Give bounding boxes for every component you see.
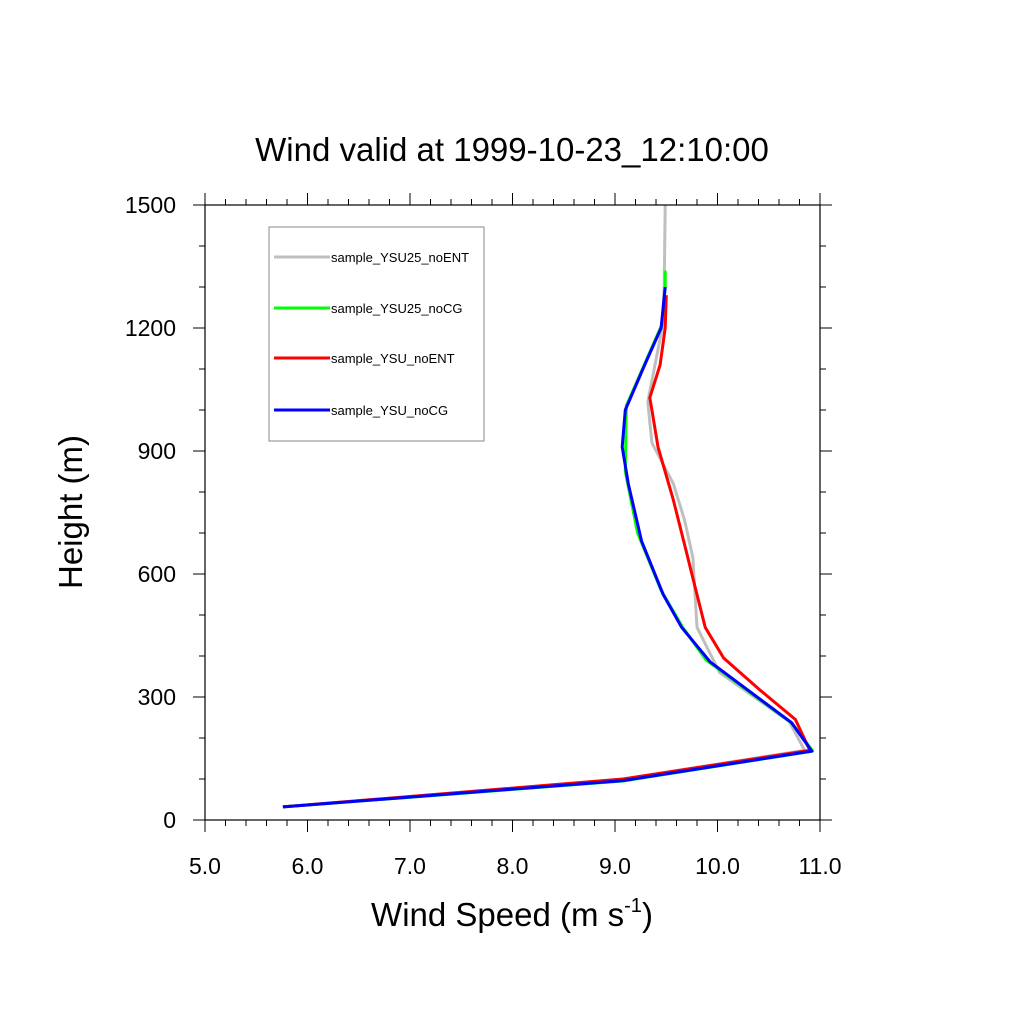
y-tick-label: 1500	[125, 192, 176, 218]
x-tick-label: 7.0	[394, 853, 426, 879]
x-axis-label: Wind Speed (m s-1)	[371, 895, 653, 933]
y-tick-label: 1200	[125, 315, 176, 341]
x-tick-label: 6.0	[292, 853, 324, 879]
series-line-sample_YSU25_noENT	[282, 204, 807, 809]
x-tick-label: 10.0	[695, 853, 740, 879]
series-line-sample_YSU_noCG	[282, 286, 814, 809]
legend-label: sample_YSU25_noCG	[331, 301, 463, 316]
series-lines	[282, 204, 815, 809]
legend-label: sample_YSU_noENT	[331, 351, 455, 366]
x-axis-label-sup: -1	[624, 895, 642, 917]
legend-label: sample_YSU25_noENT	[331, 250, 469, 265]
y-tick-label: 0	[163, 807, 176, 833]
y-axis-label: Height (m)	[52, 435, 89, 589]
legend-box	[268, 226, 485, 442]
legend: sample_YSU25_noENT sample_YSU25_noCGsampl…	[268, 226, 485, 442]
x-tick-label: 9.0	[599, 853, 631, 879]
y-tick-label: 900	[138, 438, 176, 464]
y-tick-label: 600	[138, 561, 176, 587]
axis-ticks	[193, 193, 832, 832]
series-line-sample_YSU_noENT	[282, 295, 812, 809]
legend-items: sample_YSU25_noENT sample_YSU25_noCGsampl…	[274, 250, 469, 418]
x-axis-label-main: Wind Speed (m s	[371, 896, 624, 933]
x-tick-label: 11.0	[798, 853, 841, 879]
x-axis-label-tail: )	[642, 896, 653, 933]
legend-label: sample_YSU_noCG	[331, 403, 448, 418]
axis-tick-labels: 5.0 6.0 7.0 8.0 9.0 10.0 11.0 0 300 600 900 1200 150…	[125, 192, 842, 879]
x-tick-label: 5.0	[189, 853, 221, 879]
y-tick-label: 300	[138, 684, 176, 710]
chart-title: Wind valid at 1999-10-23_12:10:00	[255, 131, 769, 168]
x-tick-label: 8.0	[497, 853, 529, 879]
